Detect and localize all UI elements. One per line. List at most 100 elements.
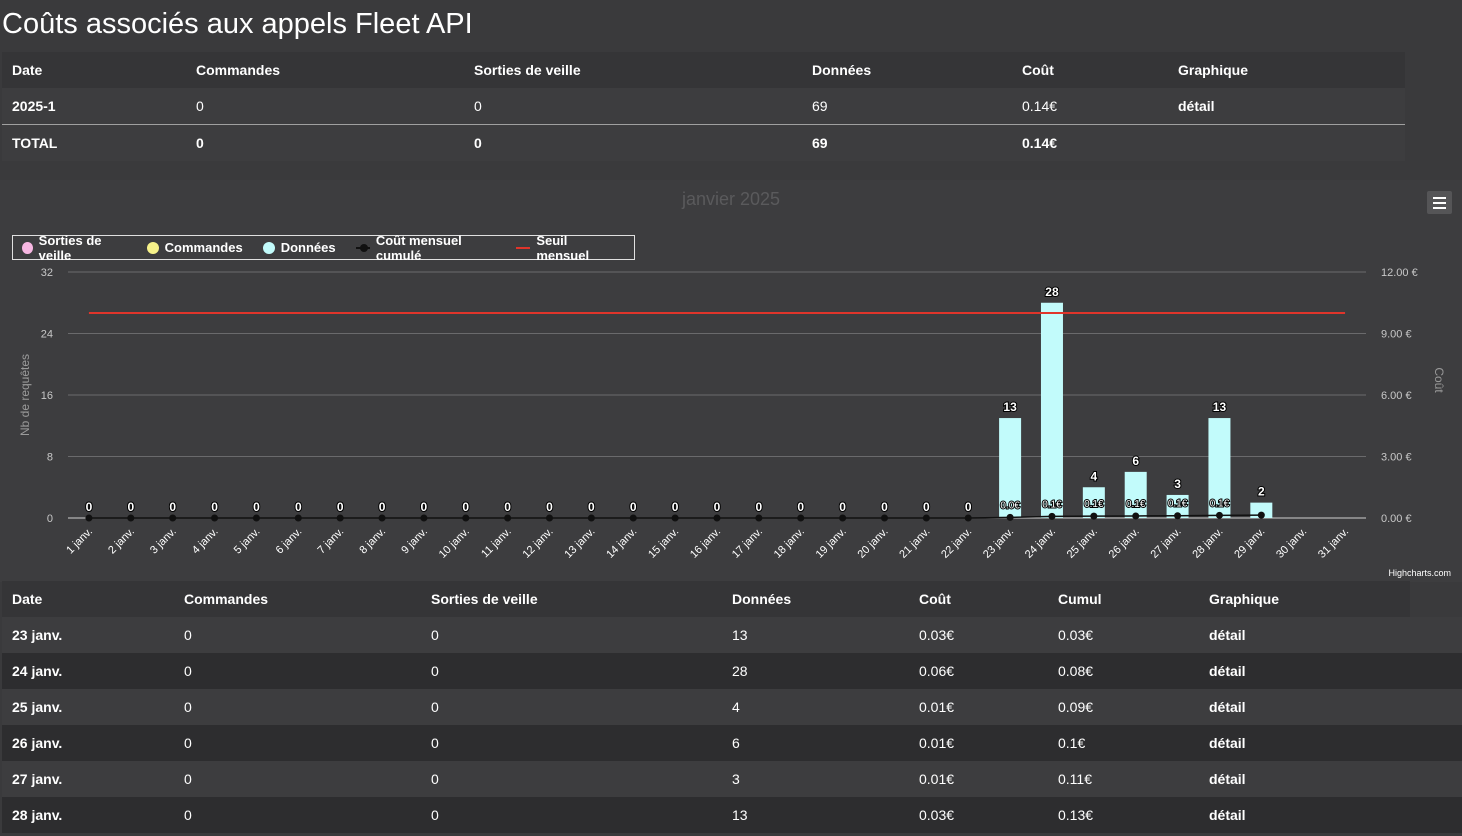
detail-link[interactable]: détail xyxy=(1209,663,1246,679)
circle-icon xyxy=(262,241,275,254)
legend-item-cout-cumule[interactable]: Coût mensuel cumulé xyxy=(355,233,497,263)
cost-point xyxy=(1257,511,1265,519)
x-tick-label: 2 janv. xyxy=(106,526,137,557)
detail-commandes: 0 xyxy=(184,807,192,823)
cost-point xyxy=(420,514,428,522)
detail-cumul: 0.09€ xyxy=(1058,699,1094,715)
detail-donnees: 3 xyxy=(732,771,740,787)
cost-point xyxy=(378,514,386,522)
bar-data-label: 4 xyxy=(1090,469,1097,483)
cost-point xyxy=(839,514,847,522)
cost-point xyxy=(880,514,888,522)
x-tick-label: 15 janv. xyxy=(646,526,681,561)
bar-data-label: 0 xyxy=(546,500,553,514)
x-tick-label: 10 janv. xyxy=(437,526,472,561)
summary-header-cout: Coût xyxy=(1022,62,1054,78)
cost-data-label: 0.0€ xyxy=(1000,500,1020,511)
bar-data-label: 13 xyxy=(1213,400,1227,414)
cost-point xyxy=(797,514,805,522)
x-tick-label: 4 janv. xyxy=(190,526,221,557)
detail-header-row: Date Commandes Sorties de veille Données… xyxy=(2,581,1410,617)
cost-data-label: 0.1€ xyxy=(1042,499,1062,510)
detail-date: 25 janv. xyxy=(12,699,63,715)
legend-item-commandes[interactable]: Commandes xyxy=(146,240,243,255)
bar-data-label: 0 xyxy=(295,500,302,514)
summary-header-commandes: Commandes xyxy=(196,62,281,78)
detail-header-commandes: Commandes xyxy=(184,591,269,607)
detail-header-cout: Coût xyxy=(919,591,951,607)
hamburger-icon-bar xyxy=(1433,207,1446,209)
x-tick-label: 25 janv. xyxy=(1065,526,1100,561)
cost-point xyxy=(1174,512,1182,520)
detail-cumul: 0.03€ xyxy=(1058,627,1094,643)
line-marker-icon xyxy=(355,242,371,254)
x-tick-label: 11 janv. xyxy=(479,526,514,561)
detail-cumul: 0.11€ xyxy=(1058,771,1092,787)
x-tick-label: 19 janv. xyxy=(814,526,849,561)
detail-link[interactable]: détail xyxy=(1209,807,1246,823)
detail-link[interactable]: détail xyxy=(1209,627,1246,643)
summary-table: Date Commandes Sorties de veille Données… xyxy=(2,52,1405,161)
detail-cout: 0.03€ xyxy=(919,807,955,823)
cost-point xyxy=(1048,512,1056,520)
cost-point xyxy=(1006,513,1014,521)
x-tick-label: 30 janv. xyxy=(1274,526,1309,561)
x-tick-label: 6 janv. xyxy=(274,526,305,557)
cost-point xyxy=(169,514,177,522)
detail-cout: 0.01€ xyxy=(919,699,955,715)
x-tick-label: 13 janv. xyxy=(562,526,597,561)
bar-data-label: 0 xyxy=(169,500,176,514)
detail-commandes: 0 xyxy=(184,699,192,715)
circle-icon xyxy=(146,241,159,254)
summary-header-date: Date xyxy=(12,62,43,78)
x-tick-label: 12 janv. xyxy=(520,526,555,561)
detail-donnees: 4 xyxy=(732,699,740,715)
detail-link[interactable]: détail xyxy=(1209,699,1246,715)
table-row: 28 janv. 0 0 13 0.03€ 0.13€ détail xyxy=(2,797,1462,833)
total-label: TOTAL xyxy=(12,135,58,151)
x-tick-label: 9 janv. xyxy=(399,526,430,557)
table-row: 2025-1 0 0 69 0.14€ détail xyxy=(2,88,1405,124)
y-tick-label-right: 9.00 € xyxy=(1381,329,1412,341)
legend-label: Sorties de veille xyxy=(38,232,102,263)
detail-link[interactable]: détail xyxy=(1209,735,1246,751)
bar-data-label: 0 xyxy=(421,500,428,514)
bar-data-label: 2 xyxy=(1258,485,1265,499)
total-commandes: 0 xyxy=(196,135,204,151)
cost-point xyxy=(252,514,260,522)
legend-item-donnees[interactable]: Données xyxy=(262,240,336,255)
detail-header-cumul: Cumul xyxy=(1058,591,1102,607)
cost-point xyxy=(504,514,512,522)
summary-cout: 0.14€ xyxy=(1022,98,1058,114)
detail-cout: 0.01€ xyxy=(919,735,955,751)
detail-sorties: 0 xyxy=(431,627,439,643)
y-tick-label-left: 24 xyxy=(41,329,53,341)
cost-point xyxy=(1090,512,1098,520)
detail-commandes: 0 xyxy=(184,771,192,787)
bar-data-label: 0 xyxy=(86,500,93,514)
cost-point xyxy=(671,514,679,522)
chart-legend: Sorties de veille Commandes Données Coût… xyxy=(12,233,635,263)
summary-header-graphique: Graphique xyxy=(1178,62,1249,78)
legend-label: Commandes xyxy=(164,240,243,255)
detail-link[interactable]: détail xyxy=(1209,771,1246,787)
summary-donnees: 69 xyxy=(812,98,828,114)
detail-cout: 0.06€ xyxy=(919,663,955,679)
bar-data-label: 3 xyxy=(1174,477,1181,491)
bar-data-label: 0 xyxy=(127,500,134,514)
line-icon xyxy=(516,242,531,254)
bar-data-label: 0 xyxy=(379,500,386,514)
table-row: 24 janv. 0 0 28 0.06€ 0.08€ détail xyxy=(2,653,1462,689)
summary-detail-link[interactable]: détail xyxy=(1178,98,1215,114)
cost-point xyxy=(964,514,972,522)
legend-item-sorties[interactable]: Sorties de veille xyxy=(22,233,127,263)
x-tick-label: 31 janv. xyxy=(1316,526,1351,561)
bar-donnees xyxy=(1082,487,1105,518)
y-tick-label-left: 32 xyxy=(41,267,53,279)
legend-item-seuil[interactable]: Seuil mensuel xyxy=(516,233,614,263)
bar-donnees xyxy=(1124,471,1147,518)
cost-data-label: 0.1€ xyxy=(1126,499,1146,510)
cost-point xyxy=(85,514,93,522)
chart-menu-button[interactable] xyxy=(1427,191,1452,214)
